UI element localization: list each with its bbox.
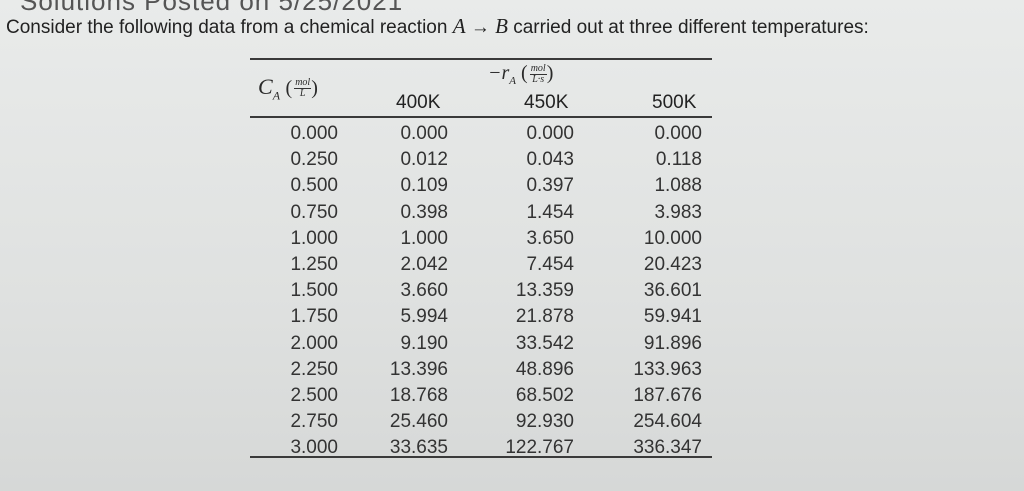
cell-500k: 20.423 (643, 254, 702, 276)
cell-400k: 5.994 (400, 306, 448, 328)
column-500k: 0.000 0.118 1.088 3.983 10.000 20.423 36.601 59… (616, 121, 702, 462)
ca-unit: mol L (294, 77, 312, 100)
rate-header: −rA (mol L·s) (488, 62, 554, 87)
cell-500k: 3.983 (654, 201, 702, 223)
cell-400k: 9.190 (400, 332, 448, 354)
cell-ca: 1.250 (290, 254, 338, 276)
column-450k: 0.000 0.043 0.397 1.454 3.650 7.454 13.359 21.8… (490, 121, 574, 462)
cell-450k: 0.397 (526, 175, 574, 197)
table-bottom-rule (250, 456, 712, 458)
cell-500k: 10.000 (643, 227, 702, 249)
cell-450k: 3.650 (526, 227, 574, 249)
cell-450k: 13.359 (515, 280, 574, 302)
cell-400k: 18.768 (389, 385, 448, 407)
temp-header-500: 500K (652, 92, 697, 113)
rate-subscript: A (509, 75, 517, 87)
ca-unit-den: L (299, 88, 306, 100)
temp-header-400: 400K (396, 92, 441, 113)
cell-400k: 0.109 (400, 175, 448, 197)
cell-450k: 33.542 (515, 332, 574, 354)
table-header-rule (250, 116, 712, 118)
product: B (495, 14, 508, 38)
cell-ca: 1.000 (290, 227, 338, 249)
arrow: → (465, 17, 496, 38)
header-strip-text: Solutions Posted on 5/25/2021 (20, 0, 403, 12)
cell-ca: 2.250 (290, 358, 338, 380)
cell-500k: 254.604 (633, 411, 702, 433)
reactant: A (452, 14, 466, 38)
ca-header: CA (mol L) (258, 74, 318, 103)
cell-ca: 2.000 (290, 332, 338, 354)
cell-400k: 13.396 (389, 358, 448, 380)
cell-400k: 0.398 (400, 201, 448, 223)
cell-500k: 1.088 (654, 175, 702, 197)
cell-400k: 25.460 (389, 411, 448, 433)
cell-500k: 187.676 (633, 385, 702, 407)
cell-400k: 2.042 (400, 254, 448, 276)
column-400k: 0.000 0.012 0.109 0.398 1.000 2.042 3.660 5.994… (380, 121, 448, 462)
rate-unit-den: L·s (532, 73, 545, 85)
cell-ca: 2.500 (290, 385, 338, 407)
cell-ca: 0.000 (290, 123, 338, 144)
cell-500k: 36.601 (643, 280, 702, 302)
cell-400k: 3.660 (400, 280, 448, 302)
cell-400k: 0.012 (400, 149, 448, 171)
cell-450k: 1.454 (526, 201, 574, 223)
rate-unit-num: mol (529, 62, 547, 75)
cell-500k: 133.963 (633, 358, 702, 380)
cell-450k: 68.502 (515, 385, 574, 407)
cell-500k: 0.118 (655, 149, 702, 171)
cell-400k: 0.000 (400, 123, 448, 144)
cell-450k: 0.043 (526, 149, 574, 171)
cell-ca: 1.500 (290, 280, 338, 302)
cell-500k: 0.000 (654, 123, 702, 144)
problem-statement: Consider the following data from a chemi… (6, 14, 869, 39)
header-strip-cropped: Solutions Posted on 5/25/2021 (0, 0, 1024, 12)
cell-500k: 59.941 (643, 306, 702, 328)
cell-450k: 48.896 (515, 358, 574, 380)
cell-500k: 91.896 (643, 332, 702, 354)
cell-400k: 1.000 (400, 227, 448, 249)
column-ca: 0.000 0.250 0.500 0.750 1.000 1.250 1.500 1.750… (282, 121, 338, 462)
rate-symbol: −r (488, 62, 510, 84)
cell-450k: 122.767 (505, 437, 574, 459)
cell-500k: 336.347 (633, 437, 702, 459)
ca-subscript: A (272, 88, 281, 103)
cell-ca: 0.250 (290, 149, 338, 171)
intro-prefix: Consider the following data from a chemi… (6, 17, 453, 38)
cell-450k: 92.930 (515, 411, 574, 433)
cell-450k: 0.000 (526, 123, 574, 144)
cell-ca: 1.750 (290, 306, 338, 328)
cell-ca: 0.750 (290, 201, 338, 223)
ca-symbol: C (258, 74, 273, 99)
cell-450k: 7.454 (526, 254, 574, 276)
cell-ca: 3.000 (290, 437, 338, 459)
cell-400k: 33.635 (389, 437, 448, 459)
cell-ca: 2.750 (290, 411, 338, 433)
cell-ca: 0.500 (290, 175, 338, 197)
table-top-rule (250, 58, 712, 60)
intro-suffix: carried out at three different temperatu… (507, 17, 869, 38)
cell-450k: 21.878 (515, 306, 574, 328)
ca-unit-num: mol (294, 77, 312, 90)
temp-header-450: 450K (524, 92, 569, 113)
rate-unit: mol L·s (529, 62, 547, 85)
